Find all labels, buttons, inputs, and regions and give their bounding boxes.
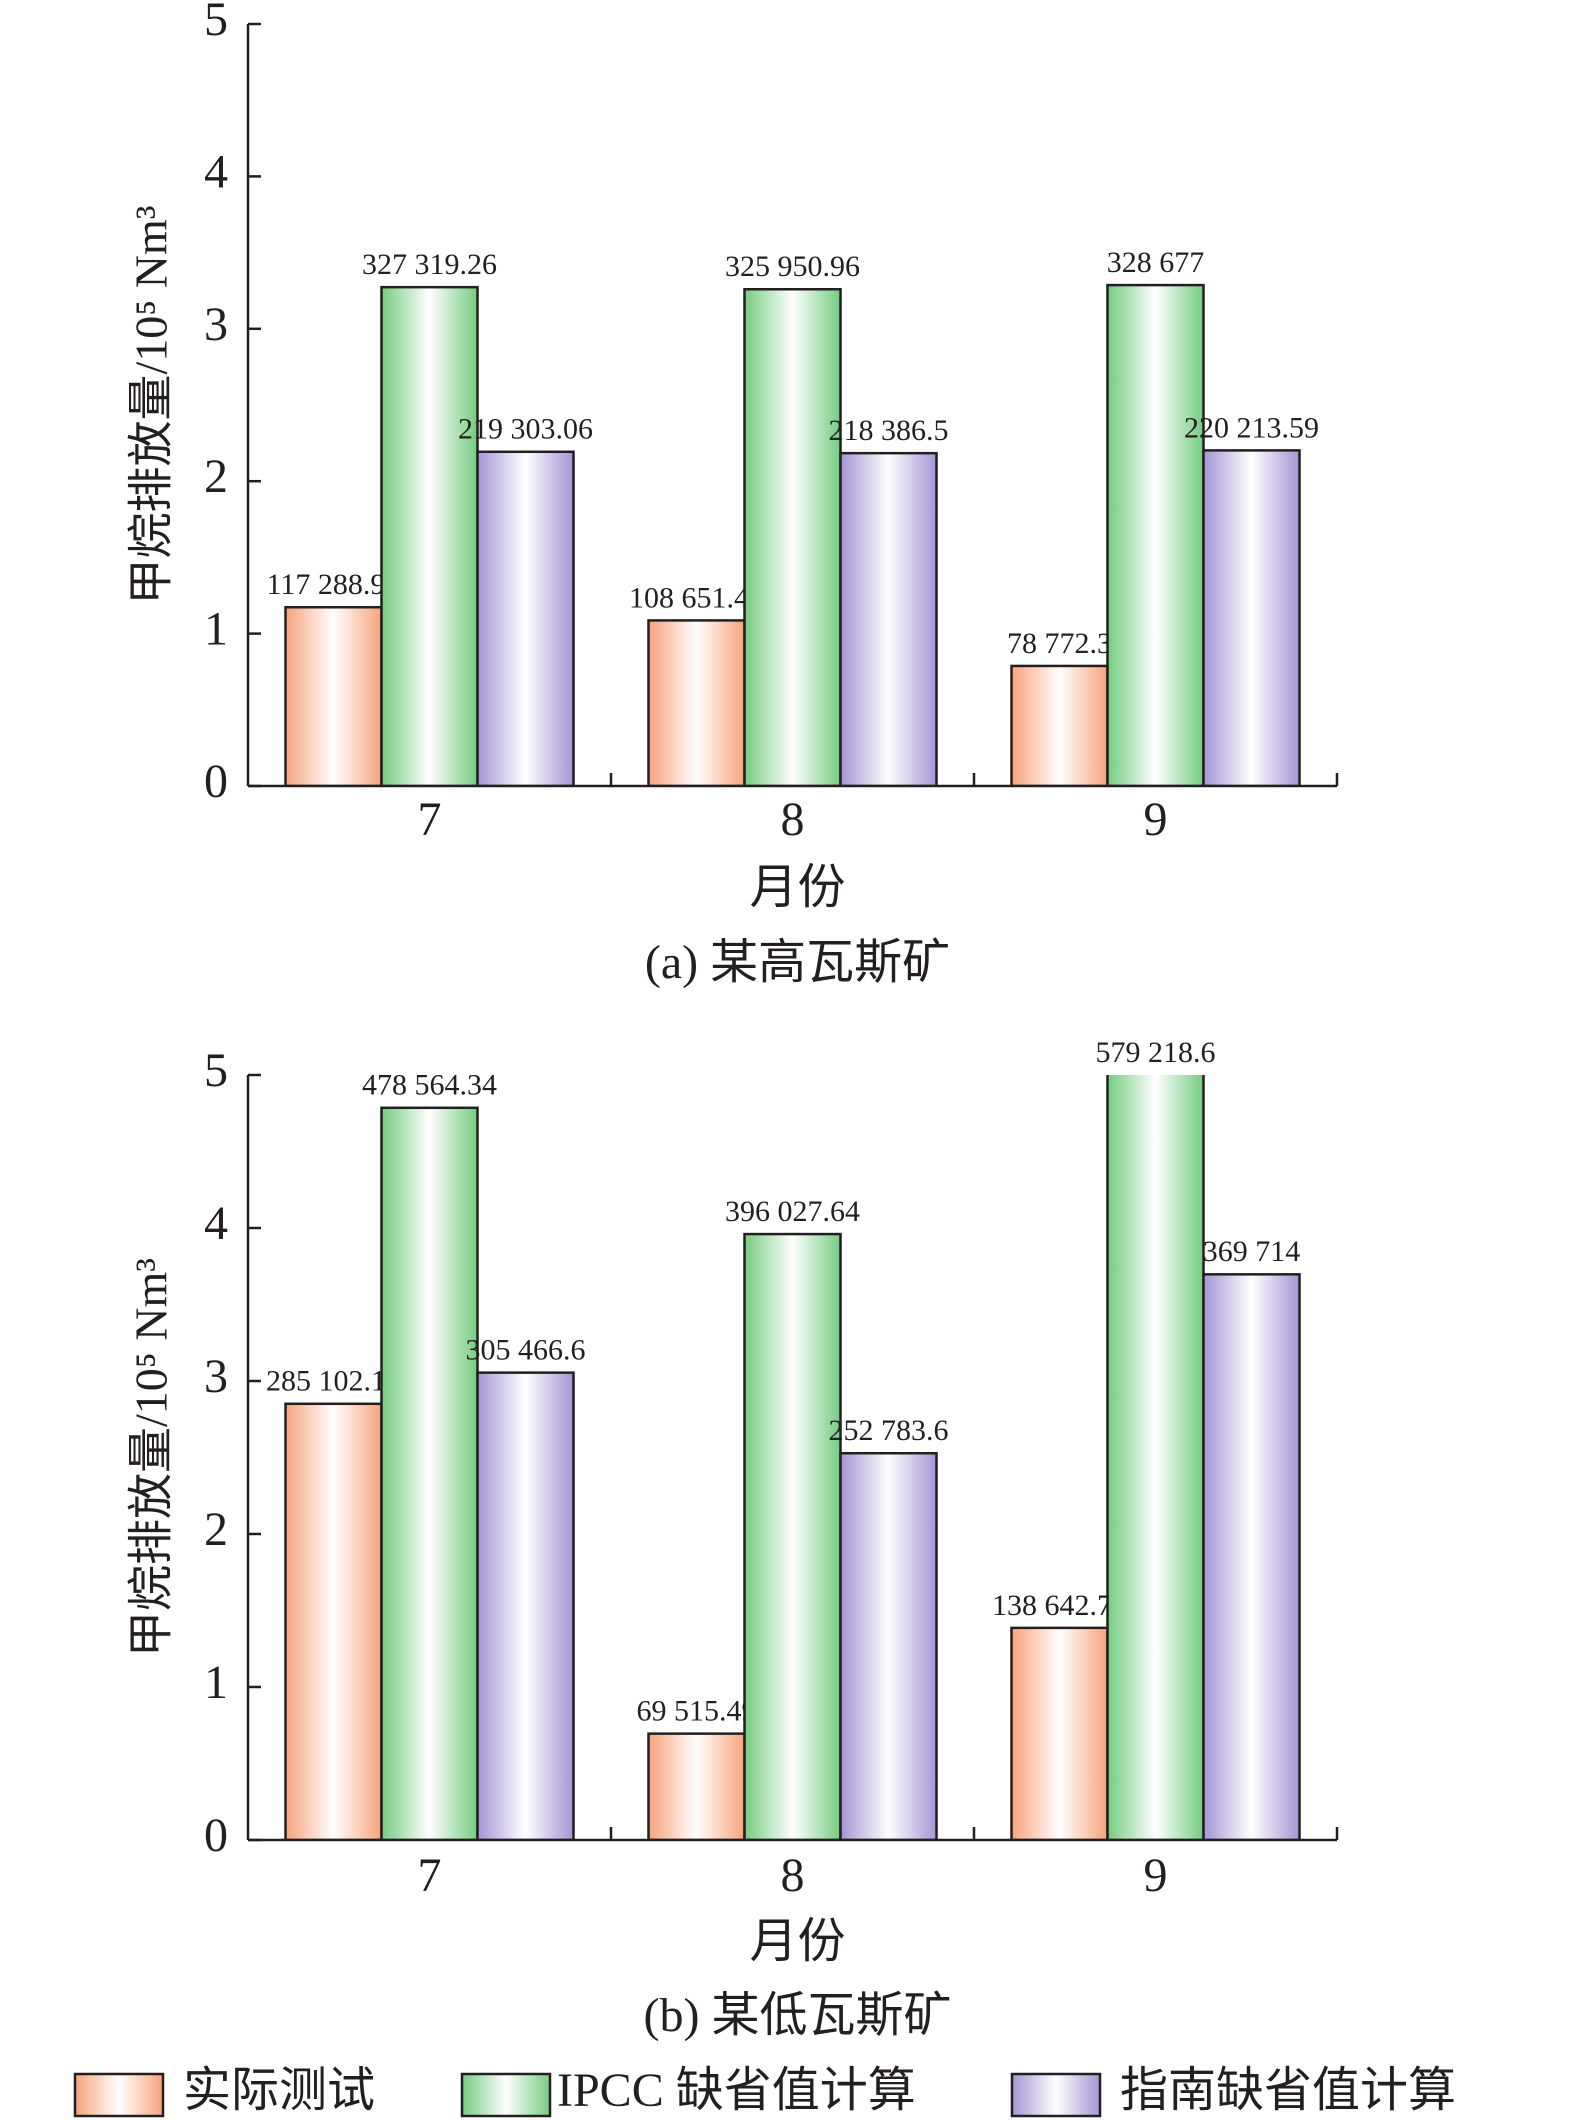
bar (284, 606, 383, 786)
value-label: 138 642.75 (992, 1589, 1127, 1622)
legend-label: IPCC 缺省值计算 (557, 2064, 916, 2117)
subtitle: (a) 某高瓦斯矿 (645, 936, 950, 989)
legend-swatch (460, 2072, 552, 2118)
y-tick-label: 0 (204, 755, 228, 808)
value-label: 327 319.26 (362, 248, 497, 281)
x-tick-label: 8 (781, 793, 805, 846)
y-tick-label: 0 (204, 1809, 228, 1862)
bar (839, 1451, 938, 1840)
bar (647, 619, 746, 786)
x-tick-label: 7 (418, 793, 442, 846)
bar (380, 1106, 479, 1840)
y-tick-label: 3 (204, 1350, 228, 1403)
value-label: 117 288.95 (267, 568, 401, 601)
value-label: 78 772.3 (1007, 627, 1112, 660)
value-label: 220 213.59 (1184, 411, 1319, 444)
y-axis-title: 甲烷排放量/10⁵ Nm³ (126, 205, 177, 604)
value-label: 218 386.5 (829, 414, 949, 447)
y-tick-label: 5 (204, 0, 228, 46)
value-label: 579 218.6 (1096, 1036, 1216, 1069)
x-tick-label: 9 (1144, 1849, 1168, 1902)
value-label: 252 783.6 (829, 1414, 949, 1447)
value-label: 219 303.06 (458, 413, 593, 446)
bar (1202, 449, 1301, 786)
bar (839, 451, 938, 786)
y-tick-label: 5 (204, 1044, 228, 1097)
bar (380, 285, 479, 786)
bar (647, 1732, 746, 1840)
y-tick-label: 4 (204, 1197, 228, 1250)
bar (1202, 1273, 1301, 1840)
x-axis-title: 月份 (749, 1915, 845, 1968)
x-axis-title: 月份 (749, 861, 845, 914)
bar (743, 1232, 842, 1840)
value-label: 369 714 (1203, 1235, 1301, 1268)
y-tick-label: 2 (204, 450, 228, 503)
legend-swatch (1010, 2072, 1102, 2118)
value-label: 328 677 (1107, 246, 1205, 279)
value-label: 478 564.34 (362, 1069, 497, 1102)
value-label: 305 466.6 (466, 1334, 586, 1367)
x-tick-label: 8 (781, 1849, 805, 1902)
bar (1010, 664, 1109, 786)
bar (476, 1371, 575, 1840)
bar (743, 288, 842, 786)
y-tick-label: 1 (204, 1656, 228, 1709)
x-tick-label: 7 (418, 1849, 442, 1902)
legend-swatch (73, 2072, 165, 2118)
y-tick-label: 2 (204, 1503, 228, 1556)
y-tick-label: 4 (204, 145, 228, 198)
value-label: 69 515.49 (637, 1695, 757, 1728)
bar (1010, 1626, 1109, 1840)
bar (1106, 283, 1205, 786)
legend-label: 指南缺省值计算 (1120, 2064, 1456, 2117)
y-tick-label: 3 (204, 298, 228, 351)
value-label: 396 027.64 (725, 1195, 860, 1228)
value-label: 108 651.44 (629, 581, 764, 614)
legend-label: 实际测试 (183, 2064, 375, 2117)
subtitle: (b) 某低瓦斯矿 (644, 1989, 952, 2042)
bar (476, 450, 575, 786)
value-label: 325 950.96 (725, 250, 860, 283)
x-tick-label: 9 (1144, 793, 1168, 846)
value-label: 285 102.16 (266, 1365, 401, 1398)
y-tick-label: 1 (204, 603, 228, 656)
bar (1106, 1075, 1205, 1840)
y-axis-title: 甲烷排放量/10⁵ Nm³ (126, 1258, 177, 1657)
bar (284, 1402, 383, 1840)
